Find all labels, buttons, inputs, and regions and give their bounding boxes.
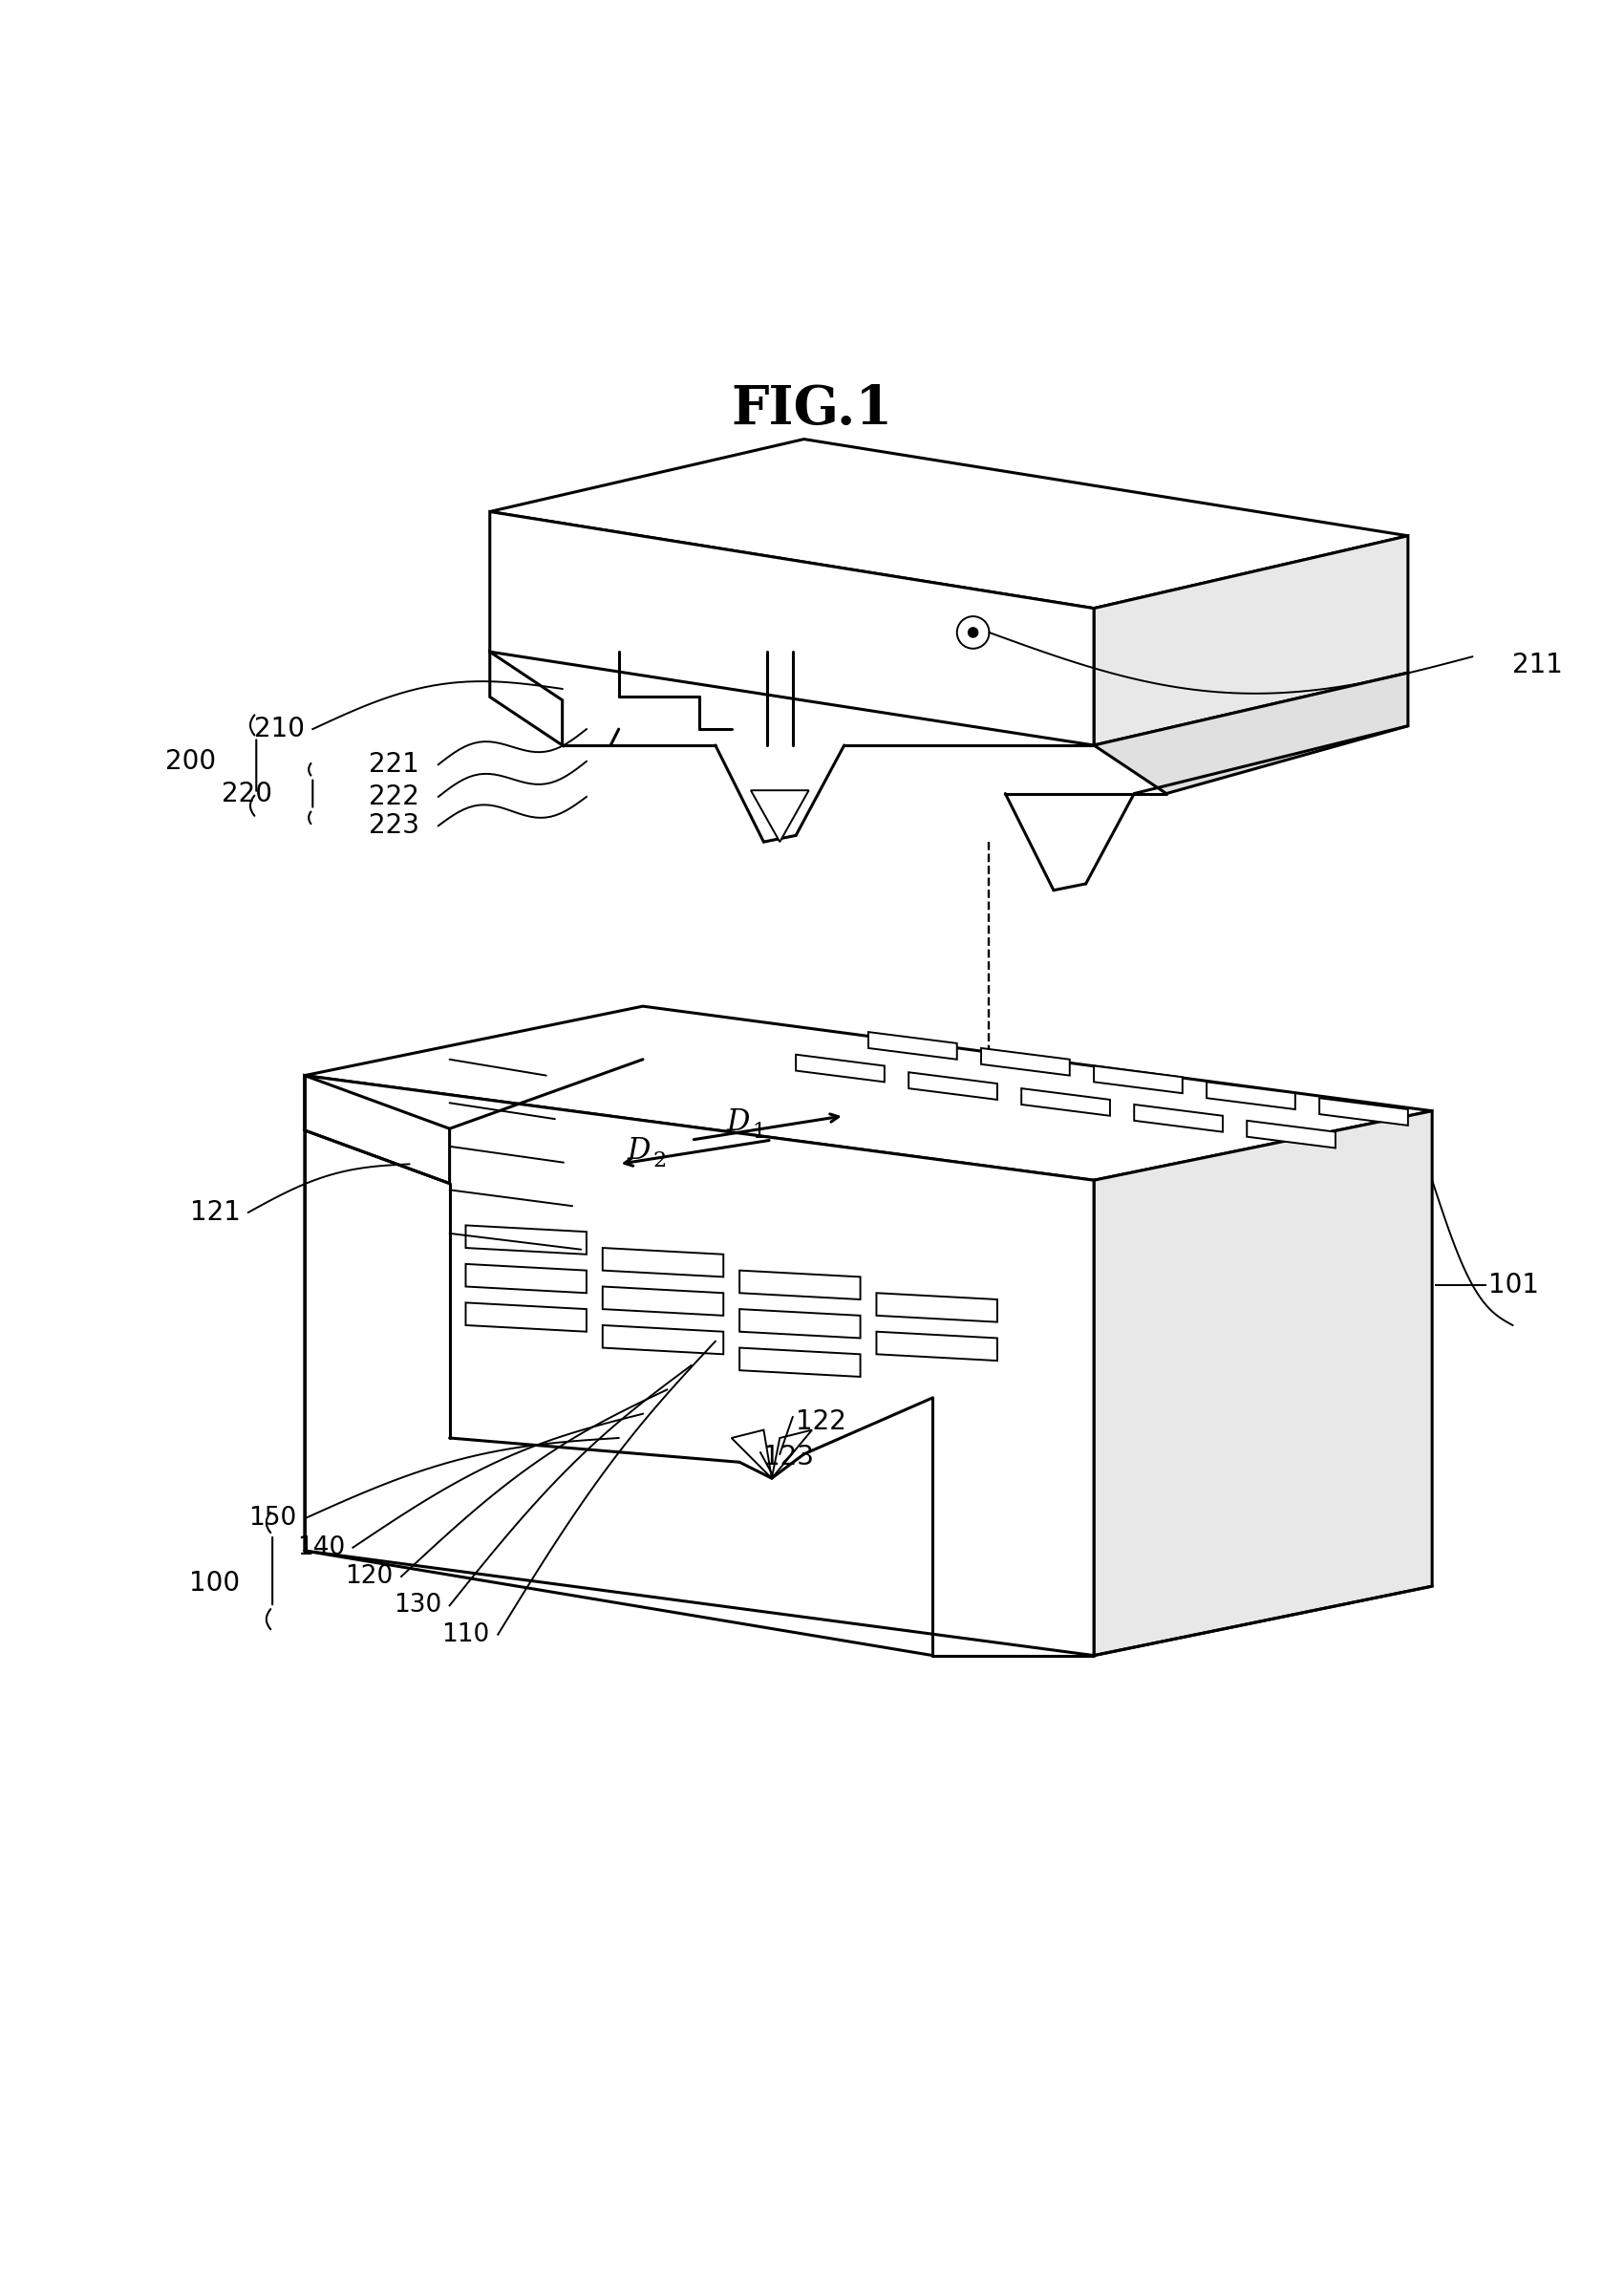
Text: 110: 110 bbox=[442, 1621, 490, 1646]
Text: 120: 120 bbox=[346, 1564, 393, 1589]
Text: 223: 223 bbox=[369, 813, 419, 838]
Polygon shape bbox=[305, 1075, 1095, 1655]
Polygon shape bbox=[771, 1430, 812, 1479]
Text: 130: 130 bbox=[393, 1593, 442, 1619]
Text: 122: 122 bbox=[796, 1407, 846, 1435]
Polygon shape bbox=[1319, 1097, 1408, 1125]
Polygon shape bbox=[877, 1332, 997, 1362]
Polygon shape bbox=[603, 1286, 723, 1316]
Polygon shape bbox=[466, 1302, 586, 1332]
Polygon shape bbox=[877, 1293, 997, 1322]
Polygon shape bbox=[739, 1309, 861, 1339]
Text: 123: 123 bbox=[763, 1444, 814, 1472]
Polygon shape bbox=[1207, 1081, 1296, 1109]
Polygon shape bbox=[909, 1072, 997, 1100]
Polygon shape bbox=[1095, 673, 1408, 794]
Polygon shape bbox=[1095, 1065, 1182, 1093]
Text: 150: 150 bbox=[248, 1506, 297, 1531]
Polygon shape bbox=[796, 1054, 885, 1081]
Polygon shape bbox=[305, 1075, 450, 1182]
Polygon shape bbox=[490, 512, 1095, 746]
Text: 211: 211 bbox=[1512, 652, 1564, 677]
Polygon shape bbox=[466, 1265, 586, 1293]
Polygon shape bbox=[1021, 1088, 1109, 1116]
Text: 210: 210 bbox=[253, 716, 305, 742]
Polygon shape bbox=[981, 1047, 1070, 1075]
Polygon shape bbox=[739, 1348, 861, 1378]
Text: 200: 200 bbox=[166, 748, 216, 774]
Polygon shape bbox=[731, 1430, 771, 1479]
Polygon shape bbox=[603, 1249, 723, 1277]
Text: 101: 101 bbox=[1489, 1272, 1540, 1297]
Text: FIG.1: FIG.1 bbox=[731, 383, 893, 436]
Polygon shape bbox=[739, 1270, 861, 1300]
Text: 222: 222 bbox=[369, 783, 419, 810]
Polygon shape bbox=[750, 790, 809, 843]
Polygon shape bbox=[1095, 1111, 1432, 1655]
Text: 220: 220 bbox=[222, 781, 273, 806]
Polygon shape bbox=[603, 1325, 723, 1355]
Text: 121: 121 bbox=[190, 1199, 240, 1226]
Polygon shape bbox=[490, 439, 1408, 608]
Text: 221: 221 bbox=[369, 751, 419, 778]
Polygon shape bbox=[305, 1006, 1432, 1180]
Polygon shape bbox=[1247, 1120, 1335, 1148]
Text: 1: 1 bbox=[752, 1120, 767, 1143]
Text: 2: 2 bbox=[653, 1150, 666, 1171]
Text: D: D bbox=[726, 1107, 750, 1137]
Text: 100: 100 bbox=[190, 1570, 240, 1596]
Polygon shape bbox=[869, 1031, 957, 1058]
Circle shape bbox=[968, 627, 978, 638]
Polygon shape bbox=[1095, 535, 1408, 746]
Text: D: D bbox=[627, 1137, 650, 1166]
Text: 140: 140 bbox=[297, 1536, 344, 1559]
Polygon shape bbox=[490, 652, 562, 746]
Polygon shape bbox=[466, 1226, 586, 1254]
Polygon shape bbox=[1134, 1104, 1223, 1132]
